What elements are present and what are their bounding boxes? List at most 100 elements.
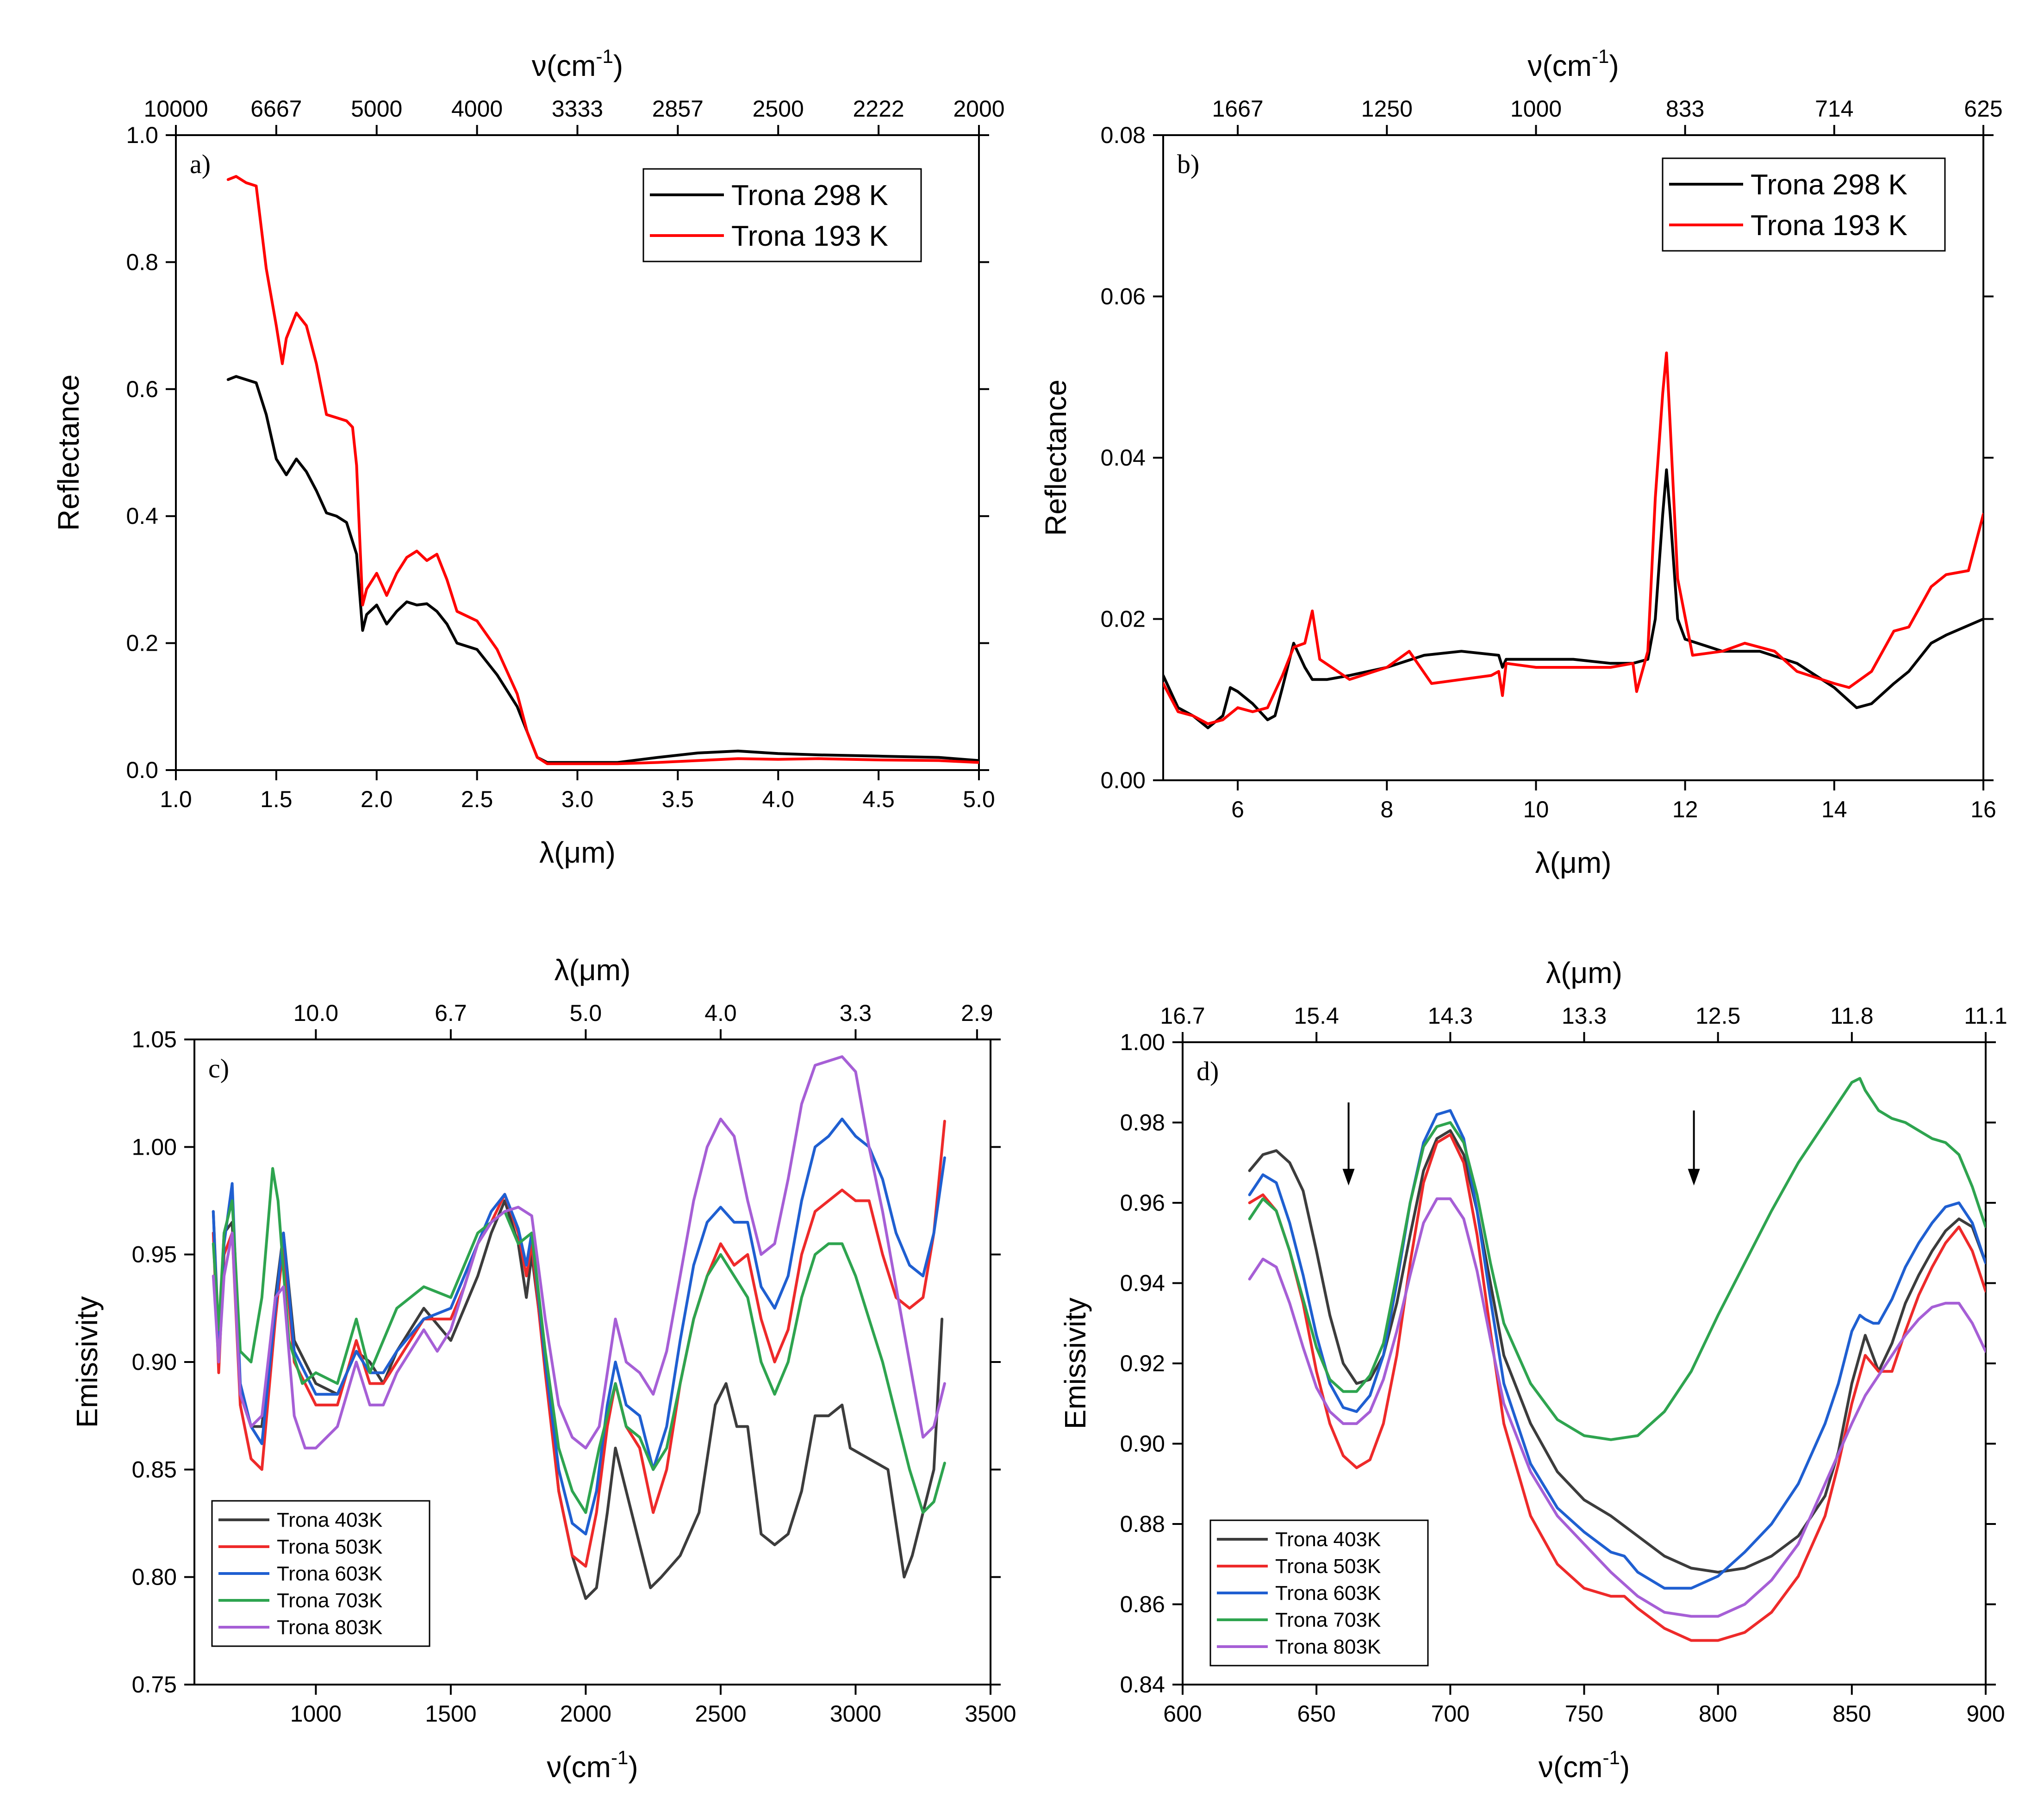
top-tick-label: 1000 [1510, 96, 1562, 122]
panel-label: d) [1196, 1056, 1219, 1086]
top-tick-label: 2222 [853, 96, 904, 122]
panel-2: 6 8 10 12 14 16 1667 1250 1000 833 714 625 0.00 0.02 0… [1039, 45, 2003, 879]
y-tick-label: 1.00 [132, 1134, 177, 1160]
legend-label-2: Trona 503K [277, 1536, 382, 1558]
legend: Trona 298 K Trona 193 K [1662, 157, 1946, 252]
panel-4: 600 650 700 750 800 850 900 16.7 15.4 14.3 13.3 12.… [1059, 956, 2007, 1784]
series-line-5 [212, 1055, 946, 1449]
x-tick-label: 800 [1699, 1701, 1737, 1727]
y-tick-label: 0.84 [1120, 1672, 1165, 1698]
x-tick-label: 850 [1832, 1701, 1871, 1727]
legend-label-5: Trona 803K [277, 1616, 382, 1639]
y-axis-title: Emissivity [1059, 1298, 1092, 1429]
y-tick-label: 0.08 [1101, 122, 1146, 148]
x-tick-label: 900 [1966, 1701, 2005, 1727]
y-tick-label: 0.0 [126, 757, 158, 783]
top-tick-label: 16.7 [1160, 1003, 1205, 1029]
top-tick-label: 2857 [652, 96, 704, 122]
x-tick-label: 10 [1523, 796, 1549, 822]
y-tick-label: 0.92 [1120, 1350, 1165, 1376]
x-axis-title: ν(cm-1) [547, 1747, 638, 1784]
top-tick-label: 4.0 [704, 1000, 737, 1026]
top-tick-label: 11.1 [1964, 1003, 2007, 1029]
y-tick-label: 0.98 [1120, 1110, 1165, 1136]
y-tick-label: 0.85 [132, 1456, 177, 1482]
series-line-3 [1248, 1109, 1986, 1590]
x-tick-label: 1.5 [260, 786, 293, 812]
panel-3: 1000 1500 2000 2500 3000 3500 10.0 6.7 5.0 4.0 3.3… [70, 953, 1016, 1784]
x-tick-label: 1500 [425, 1701, 476, 1727]
legend: Trona 403K Trona 503K Trona 603K Trona 703K… [1209, 1519, 1429, 1667]
x-tick-label: 16 [1970, 796, 1996, 822]
top-tick-label: 714 [1815, 96, 1853, 122]
series-line-4 [212, 1167, 946, 1514]
y-tick-label: 0.90 [132, 1349, 177, 1375]
top-tick-label: 2000 [953, 96, 1004, 122]
legend-label-2: Trona 193 K [731, 220, 888, 252]
series-line-1 [1163, 468, 1983, 729]
y-tick-label: 0.04 [1101, 445, 1146, 471]
series-group [226, 175, 979, 765]
y-tick-label: 0.80 [132, 1564, 177, 1590]
series-line-4 [1248, 1077, 1986, 1441]
x-tick-label: 2000 [560, 1701, 611, 1727]
x-tick-label: 4.5 [862, 786, 895, 812]
top-tick-label: 10.0 [293, 1000, 338, 1026]
x-tick-label: 750 [1565, 1701, 1603, 1727]
y-tick-label: 1.00 [1120, 1029, 1165, 1055]
y-tick-label: 0.95 [132, 1242, 177, 1268]
panel-label: c) [208, 1053, 229, 1083]
legend-label-1: Trona 298 K [731, 180, 888, 211]
top-tick-label: 12.5 [1695, 1003, 1740, 1029]
x-tick-label: 2500 [695, 1701, 746, 1727]
top-tick-label: 1250 [1361, 96, 1413, 122]
top-tick-label: 625 [1964, 96, 2002, 122]
panel-label: a) [190, 149, 211, 179]
legend-label-2: Trona 503K [1275, 1555, 1381, 1578]
y-tick-label: 1.0 [126, 122, 158, 148]
top-tick-label: 5000 [351, 96, 402, 122]
x-tick-label: 6 [1231, 796, 1244, 822]
y-axis-title: Reflectance [1039, 379, 1072, 536]
arrow-head [1688, 1169, 1700, 1186]
x-tick-label: 12 [1672, 796, 1698, 822]
x-tick-label: 650 [1297, 1701, 1335, 1727]
legend-label-1: Trona 298 K [1751, 169, 1907, 201]
top-tick-label: 3.3 [840, 1000, 872, 1026]
top-axis-title: ν(cm-1) [1527, 45, 1619, 82]
y-tick-label: 0.4 [126, 503, 158, 529]
x-tick-label: 14 [1821, 796, 1847, 822]
x-tick-label: 2.5 [461, 786, 493, 812]
top-tick-label: 1667 [1212, 96, 1263, 122]
series-line-2 [1163, 351, 1983, 725]
y-tick-label: 0.6 [126, 376, 158, 402]
legend-box [642, 168, 922, 262]
legend-label-1: Trona 403K [277, 1509, 382, 1531]
top-axis-title: ν(cm-1) [532, 45, 623, 82]
x-tick-label: 8 [1380, 796, 1393, 822]
y-tick-label: 0.94 [1120, 1270, 1165, 1296]
top-tick-label: 13.3 [1562, 1003, 1607, 1029]
y-tick-label: 1.05 [132, 1026, 177, 1052]
top-tick-label: 6.7 [435, 1000, 467, 1026]
series-line-2 [1248, 1133, 1986, 1642]
series-group [1248, 1077, 1986, 1642]
x-axis-title: ν(cm-1) [1539, 1747, 1630, 1784]
x-tick-label: 700 [1431, 1701, 1470, 1727]
legend-label-1: Trona 403K [1275, 1528, 1381, 1551]
legend-label-2: Trona 193 K [1751, 210, 1907, 242]
x-tick-label: 3500 [965, 1701, 1016, 1727]
panel-label: b) [1177, 149, 1199, 179]
top-tick-label: 2500 [753, 96, 804, 122]
y-tick-label: 0.75 [132, 1672, 177, 1698]
x-tick-label: 600 [1163, 1701, 1202, 1727]
legend: Trona 298 K Trona 193 K [642, 168, 922, 262]
x-tick-label: 3000 [830, 1701, 881, 1727]
top-tick-label: 10000 [143, 96, 208, 122]
top-tick-label: 3333 [552, 96, 603, 122]
y-axis-title: Emissivity [70, 1296, 104, 1428]
legend-label-3: Trona 603K [277, 1562, 382, 1585]
legend-box [1662, 157, 1946, 252]
series-line-1 [226, 375, 979, 764]
top-axis-title: λ(μm) [1546, 956, 1622, 989]
